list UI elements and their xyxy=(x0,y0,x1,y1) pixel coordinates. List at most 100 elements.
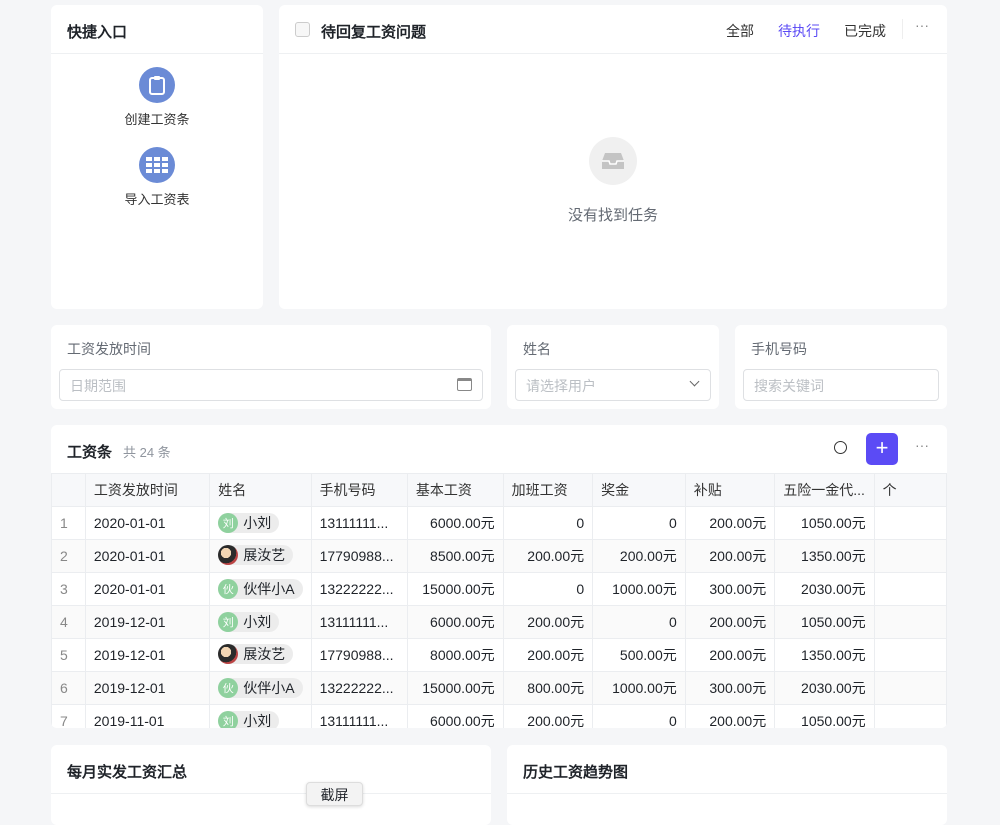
tasks-title: 待回复工资问题 xyxy=(321,24,427,41)
table-cell: 17790988... xyxy=(310,638,408,672)
user-name: 伙伴小A xyxy=(243,680,295,696)
more-icon[interactable]: ··· xyxy=(915,17,929,33)
table-row[interactable]: 4 2019-12-01 刘小刘 13111111... 6000.00元 200.00元… xyxy=(51,605,947,639)
monthly-summary-title: 每月实发工资汇总 xyxy=(67,764,188,781)
record-count: 共 24 条 xyxy=(123,445,171,460)
user-name: 展汝艺 xyxy=(243,546,286,563)
table-cell: 2019-11-01 xyxy=(84,704,211,728)
user-chip[interactable]: 伙伙伴小A xyxy=(218,678,303,698)
table-row[interactable]: 1 2020-01-01 刘小刘 13111111... 6000.00元 0 0 200.0… xyxy=(51,506,947,540)
table-cell: 0 xyxy=(592,704,686,728)
user-select[interactable]: 请选择用户 xyxy=(515,369,711,401)
import-salary-label: 导入工资表 xyxy=(124,192,190,207)
table-cell xyxy=(873,671,947,705)
name-cell: 展汝艺 xyxy=(209,638,312,672)
search-icon[interactable] xyxy=(834,441,847,454)
table-cell: 200.00元 xyxy=(502,605,594,639)
user-chip[interactable]: 刘小刘 xyxy=(218,513,280,533)
phone-search-input[interactable]: 搜索关键词 xyxy=(743,369,939,401)
table-cell: 2030.00元 xyxy=(774,671,875,705)
tasks-checkbox[interactable] xyxy=(295,22,310,37)
trend-chart-card: 历史工资趋势图 xyxy=(507,745,947,825)
table-cell: 13222222... xyxy=(310,671,408,705)
table-cell: 2019-12-01 xyxy=(84,605,211,639)
date-filter-label: 工资发放时间 xyxy=(67,341,151,357)
user-chip[interactable]: 展汝艺 xyxy=(218,643,294,664)
table-row[interactable]: 3 2020-01-01 伙伙伴小A 13222222... 15000.00元 0 100… xyxy=(51,572,947,606)
screenshot-button[interactable]: 截屏 xyxy=(306,782,363,806)
add-button[interactable]: + xyxy=(866,433,898,465)
row-index: 4 xyxy=(51,605,86,639)
table-row[interactable]: 5 2019-12-01 展汝艺 17790988... 8000.00元 200.00元… xyxy=(51,638,947,672)
table-cell: 200.00元 xyxy=(684,605,776,639)
table-cell: 13111111... xyxy=(310,704,408,728)
empty-text: 没有找到任务 xyxy=(567,207,658,224)
table-cell: 200.00元 xyxy=(502,638,594,672)
empty-inbox-icon xyxy=(589,137,637,185)
user-name: 伙伴小A xyxy=(243,581,295,597)
create-payslip-button[interactable]: 创建工资条 xyxy=(51,67,263,128)
payroll-title: 工资条 xyxy=(67,444,113,461)
monthly-summary-card: 每月实发工资汇总 xyxy=(51,745,491,825)
table-cell: 200.00元 xyxy=(684,506,776,540)
payroll-card: 工资条 共 24 条 + ··· 工资发放时间 姓名 手机号码 基本工资 加班工资 奖金补… xyxy=(51,425,947,728)
name-cell: 伙伙伴小A xyxy=(209,572,312,606)
column-header[interactable]: 基本工资 xyxy=(406,473,504,507)
column-header[interactable]: 个 xyxy=(873,473,947,507)
table-cell: 1050.00元 xyxy=(774,704,875,728)
table-cell: 1050.00元 xyxy=(774,506,875,540)
table-cell: 1000.00元 xyxy=(592,572,686,606)
user-chip[interactable]: 展汝艺 xyxy=(218,544,294,565)
user-name: 小刘 xyxy=(243,515,272,531)
column-header[interactable]: 补贴 xyxy=(684,473,776,507)
tab-pending[interactable]: 待执行 xyxy=(778,23,820,39)
table-cell: 200.00元 xyxy=(684,539,776,573)
table-cell: 800.00元 xyxy=(502,671,594,705)
user-chip[interactable]: 刘小刘 xyxy=(218,711,280,728)
column-header[interactable]: 工资发放时间 xyxy=(84,473,211,507)
table-cell: 2019-12-01 xyxy=(84,671,211,705)
table-cell: 200.00元 xyxy=(592,539,686,573)
tasks-card: 待回复工资问题 全部 待执行 已完成 ··· 没有找到任务 xyxy=(279,5,947,309)
column-header[interactable]: 五险一金代... xyxy=(774,473,875,507)
user-chip[interactable]: 伙伙伴小A xyxy=(218,579,303,599)
column-header[interactable]: 手机号码 xyxy=(310,473,408,507)
table-cell: 200.00元 xyxy=(684,704,776,728)
avatar: 伙 xyxy=(218,678,239,698)
quick-entry-title: 快捷入口 xyxy=(67,24,128,41)
row-index: 2 xyxy=(51,539,86,573)
name-filter-card: 姓名 请选择用户 xyxy=(507,325,719,409)
table-cell xyxy=(873,704,947,728)
import-salary-button[interactable]: 导入工资表 xyxy=(51,147,263,208)
table-row[interactable]: 7 2019-11-01 刘小刘 13111111... 6000.00元 200.00元… xyxy=(51,704,947,728)
date-range-input[interactable]: 日期范围 xyxy=(59,369,483,401)
table-cell: 6000.00元 xyxy=(406,704,504,728)
avatar xyxy=(218,544,239,565)
table-row[interactable]: 6 2019-12-01 伙伙伴小A 13222222... 15000.00元 800.… xyxy=(51,671,947,705)
table-cell: 0 xyxy=(502,506,594,540)
user-chip[interactable]: 刘小刘 xyxy=(218,612,280,632)
table-cell xyxy=(873,605,947,639)
payroll-table: 工资发放时间 姓名 手机号码 基本工资 加班工资 奖金 补贴 五险一金代... 个 1 2020-… xyxy=(51,473,947,728)
table-cell: 1050.00元 xyxy=(774,605,875,639)
column-header[interactable] xyxy=(51,473,86,507)
column-header[interactable]: 奖金 xyxy=(592,473,686,507)
table-cell: 13111111... xyxy=(310,605,408,639)
table-cell: 200.00元 xyxy=(502,539,594,573)
table-cell: 2020-01-01 xyxy=(84,539,211,573)
table-row[interactable]: 2 2020-01-01 展汝艺 17790988... 8500.00元 200.00元… xyxy=(51,539,947,573)
row-index: 1 xyxy=(51,506,86,540)
table-cell: 6000.00元 xyxy=(406,506,504,540)
table-cell: 2019-12-01 xyxy=(84,638,211,672)
table-cell: 6000.00元 xyxy=(406,605,504,639)
table-cell: 1350.00元 xyxy=(774,638,875,672)
table-cell: 13111111... xyxy=(310,506,408,540)
avatar: 刘 xyxy=(218,612,239,632)
column-header[interactable]: 加班工资 xyxy=(502,473,594,507)
tab-all[interactable]: 全部 xyxy=(726,23,754,39)
table-cell: 17790988... xyxy=(310,539,408,573)
column-header[interactable]: 姓名 xyxy=(209,473,312,507)
chevron-down-icon xyxy=(689,376,700,387)
tab-done[interactable]: 已完成 xyxy=(844,23,886,39)
more-icon[interactable]: ··· xyxy=(915,437,929,453)
